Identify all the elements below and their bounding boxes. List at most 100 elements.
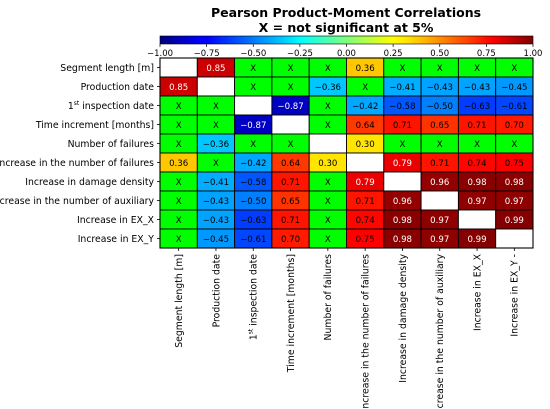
cell-value-label: 0.74 (356, 216, 375, 226)
colorbar-tick-label: 0.50 (430, 49, 449, 59)
cell-value-label: X (400, 140, 406, 150)
heatmap-cell (271, 114, 310, 135)
y-tick-label: Segment length [m] (60, 63, 154, 74)
cell-value-label: −0.42 (352, 102, 378, 112)
cell-value-label: 0.98 (467, 178, 486, 188)
cell-value-label: X (250, 83, 256, 93)
cell-value-label: −0.43 (203, 197, 229, 207)
cell-value-label: X (250, 64, 256, 74)
chart-subtitle: X = not significant at 5% (259, 20, 434, 35)
cell-value-label: X (213, 159, 219, 169)
heatmap-cell (383, 171, 422, 192)
cell-value-label: 0.75 (505, 159, 524, 169)
cell-value-label: 0.97 (467, 197, 486, 207)
x-tick-label: Segment length [m] (174, 254, 185, 348)
cell-value-label: 0.85 (206, 64, 225, 74)
x-axis-labels: Segment length [m] Production date 1st ins… (174, 248, 521, 409)
cell-value-label: 0.98 (505, 178, 524, 188)
cell-value-label: −0.87 (240, 121, 266, 131)
cell-value-label: −0.50 (427, 102, 453, 112)
cell-value-label: 0.97 (430, 216, 449, 226)
cell-value-label: 0.71 (430, 159, 449, 169)
cell-value-label: −0.43 (427, 83, 453, 93)
cell-value-label: 0.71 (356, 197, 375, 207)
cell-value-label: 0.79 (356, 178, 375, 188)
cell-value-label: X (474, 64, 480, 74)
cell-value-label: 0.79 (393, 159, 412, 169)
colorbar-tick-label: 0.00 (337, 49, 356, 59)
cell-value-label: 0.65 (281, 197, 300, 207)
cell-value-label: X (176, 197, 182, 207)
cell-value-label: 0.71 (467, 121, 486, 131)
cell-value-label: X (325, 235, 331, 245)
x-tick-label: Increase in the number of failures (360, 254, 371, 409)
x-tick-label: Increase in EX_X (472, 253, 483, 331)
cell-value-label: −0.36 (203, 140, 229, 150)
cell-value-label: X (176, 235, 182, 245)
cell-value-label: −0.61 (240, 235, 266, 245)
y-tick-label: Time increment [months] (35, 120, 154, 131)
cell-value-label: 0.70 (281, 235, 300, 245)
cell-value-label: 0.71 (393, 121, 412, 131)
heatmap-border (159, 57, 534, 249)
cell-value-label: −0.50 (240, 197, 266, 207)
cell-value-label: −0.63 (240, 216, 266, 226)
colorbar-tick-label: 0.25 (384, 49, 403, 59)
cell-value-label: 0.98 (393, 216, 412, 226)
heatmap-cell (308, 133, 347, 154)
colorbar-tick-label: 0.75 (477, 49, 496, 59)
colorbar (159, 35, 534, 45)
x-tick-label: Increase in damage density (398, 254, 409, 383)
cell-value-label: 0.36 (169, 159, 188, 169)
cell-value-label: −0.45 (501, 83, 527, 93)
cell-value-label: −0.61 (501, 102, 527, 112)
colorbar-tick-label: 1.00 (524, 49, 543, 59)
cell-value-label: −0.87 (277, 102, 303, 112)
heatmap-cell (457, 209, 497, 230)
x-tick-label: Production date (211, 254, 222, 328)
y-tick-label: Increase in damage density (25, 177, 154, 188)
y-tick-label: 1st inspection date (68, 100, 154, 112)
cell-value-label: 0.74 (467, 159, 486, 169)
cell-value-label: X (176, 178, 182, 188)
colorbar-tick-label: −0.75 (194, 49, 220, 59)
cell-value-label: X (325, 64, 331, 74)
cell-value-label: X (511, 140, 517, 150)
heatmap-cell (196, 76, 236, 97)
cell-value-label: −0.63 (464, 102, 490, 112)
cell-value-label: X (437, 64, 443, 74)
cell-value-label: 0.71 (281, 216, 300, 226)
cell-value-label: 0.96 (430, 178, 449, 188)
cell-value-label: 0.85 (169, 83, 188, 93)
cell-value-label: 0.64 (356, 121, 375, 131)
y-tick-label: Increase in the number of failures (0, 158, 154, 169)
cell-value-label: −0.58 (240, 178, 266, 188)
colorbar-ticks: −1.00 −0.75 −0.50 −0.25 0.00 0.25 0.50 0.75 1.00 (147, 44, 543, 59)
cell-value-label: X (176, 102, 182, 112)
heatmap-cell (495, 228, 534, 249)
y-tick-label: Increase in EX_X (77, 215, 155, 226)
heatmap-cells: 0.85 X X X 0.36 X X X X0.85 X X −0.36 X −0.41 −0.43 −0.… (159, 57, 534, 249)
x-tick-label: Increase in EX_Y - (510, 254, 521, 337)
cell-value-label: X (437, 140, 443, 150)
heatmap-cell (420, 190, 459, 211)
colorbar-tick-label: −0.50 (240, 49, 266, 59)
cell-value-label: 0.65 (430, 121, 449, 131)
cell-value-label: 0.70 (505, 121, 524, 131)
cell-value-label: 0.98 (393, 235, 412, 245)
cell-value-label: X (362, 83, 368, 93)
cell-value-label: X (474, 140, 480, 150)
cell-value-label: 0.96 (393, 197, 412, 207)
cell-value-label: X (325, 197, 331, 207)
cell-value-label: X (176, 216, 182, 226)
cell-value-label: X (176, 140, 182, 150)
cell-value-label: X (213, 102, 219, 112)
heatmap-cell (234, 95, 273, 116)
cell-value-label: 0.71 (281, 178, 300, 188)
cell-value-label: X (250, 140, 256, 150)
cell-value-label: X (325, 121, 331, 131)
cell-value-label: 0.99 (467, 235, 486, 245)
cell-value-label: −0.41 (389, 83, 415, 93)
cell-value-label: 0.30 (356, 140, 375, 150)
cell-value-label: −0.58 (389, 102, 415, 112)
